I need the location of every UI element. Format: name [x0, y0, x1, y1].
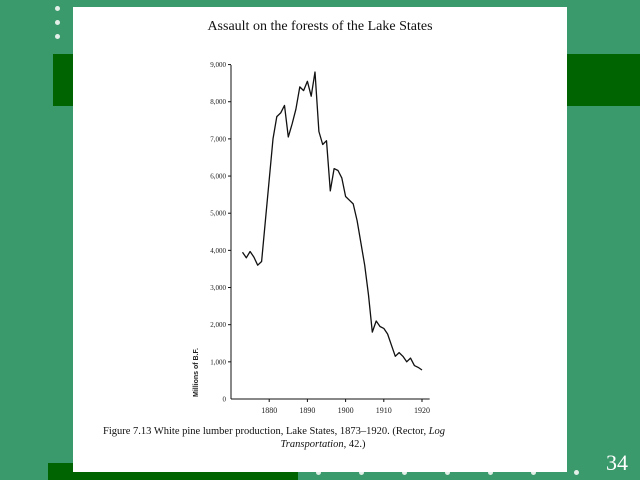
y-axis-label: Millions of B.F.: [193, 348, 200, 397]
series-line: [241, 71, 423, 371]
figure-caption: Figure 7.13 White pine lumber production…: [103, 425, 543, 451]
x-tick-label: 1920: [414, 406, 430, 415]
slide-number: 34: [606, 450, 628, 475]
dot-icon: [402, 470, 407, 475]
y-tick-label: 5,000: [210, 210, 226, 218]
dot-icon: [55, 20, 60, 25]
caption-ref-italic-2: Transportation: [280, 439, 344, 450]
dot-icon: [359, 470, 364, 475]
x-tick-label: 1900: [338, 406, 354, 415]
caption-ref-italic: Log: [428, 426, 446, 437]
y-tick-label: 4,000: [210, 247, 226, 255]
dot-icon: [531, 470, 536, 475]
x-tick-label: 1890: [299, 406, 315, 415]
dot-icon: [488, 470, 493, 475]
y-tick-label-zero: 0: [223, 396, 227, 404]
y-tick-label: 6,000: [210, 173, 226, 181]
dot-icon: [55, 34, 60, 39]
y-tick-label: 3,000: [210, 284, 226, 292]
y-tick-label: 8,000: [210, 98, 226, 106]
y-tick-label: 1,000: [210, 358, 226, 366]
dot-icon: [316, 470, 321, 475]
x-tick-label: 1910: [376, 406, 392, 415]
caption-suffix: , 42.): [343, 439, 366, 450]
figure-panel: Assault on the forests of the Lake State…: [73, 7, 567, 472]
caption-text: Figure 7.13 White pine lumber production…: [103, 426, 429, 437]
x-tick-label: 1880: [261, 406, 277, 415]
dot-icon: [55, 6, 60, 11]
decorative-dots-left: [55, 6, 61, 48]
y-tick-label: 9,000: [210, 61, 226, 69]
y-tick-label: 7,000: [210, 135, 226, 143]
y-tick-label: 2,000: [210, 321, 226, 329]
dot-icon: [574, 470, 579, 475]
dot-icon: [445, 470, 450, 475]
chart-title: Assault on the forests of the Lake State…: [207, 19, 433, 34]
line-chart: 1,000 2,000 3,000 4,000 5,000 6,000 7,000 8,000…: [193, 61, 430, 415]
